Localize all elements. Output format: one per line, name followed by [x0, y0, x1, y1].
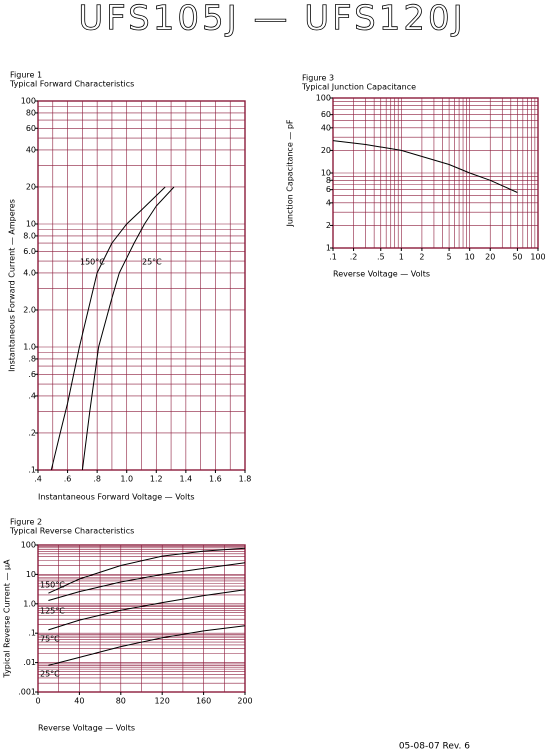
y-tick-label: 1 [326, 244, 331, 253]
y-tick-label: .4 [28, 391, 36, 400]
figure-subtitle: Typical Reverse Characteristics [9, 527, 134, 536]
y-axis-label: Junction Capacitance — pF [286, 119, 295, 227]
y-tick-label: 60 [26, 124, 36, 133]
plot-frame [37, 544, 246, 693]
x-tick-label: 40 [74, 697, 84, 706]
curve [48, 547, 246, 594]
figure-subtitle: Typical Junction Capacitance [301, 83, 416, 92]
x-axis-label: Reverse Voltage — Volts [38, 724, 135, 733]
y-tick-label: .8 [28, 354, 36, 363]
x-tick-label: .6 [64, 475, 72, 484]
x-tick-label: 120 [155, 697, 170, 706]
y-tick-label: 80 [26, 108, 36, 117]
x-tick-label: .2 [350, 253, 358, 262]
x-tick-label: 200 [237, 697, 252, 706]
x-tick-label: 1.4 [179, 475, 192, 484]
y-tick-label: .001 [18, 688, 36, 697]
x-tick-label: 5 [447, 253, 452, 262]
y-tick-label: 100 [316, 94, 331, 103]
y-tick-label: 2 [326, 221, 331, 230]
figure-title: Figure 1 [10, 71, 42, 80]
y-tick-label: 10 [321, 169, 331, 178]
x-tick-label: 20 [485, 253, 495, 262]
y-tick-label: 6 [326, 185, 331, 194]
x-tick-label: 1.8 [239, 475, 252, 484]
curve-label: 150°C [80, 258, 105, 267]
curve [48, 625, 246, 666]
x-tick-label: 50 [512, 253, 522, 262]
x-axis-label: Instantaneous Forward Voltage — Volts [38, 493, 195, 502]
y-tick-label: 1.0 [23, 343, 36, 352]
y-axis-label: Instantaneous Forward Current — Amperes [8, 199, 17, 372]
y-tick-label: 10 [26, 570, 36, 579]
y-tick-label: .01 [23, 658, 36, 667]
plot-frame [37, 100, 246, 471]
y-tick-label: 6.0 [23, 247, 36, 256]
curve-label: 25°C [142, 258, 162, 267]
y-tick-label: 8 [326, 176, 331, 185]
x-tick-label: 10 [465, 253, 475, 262]
x-tick-label: 1 [399, 253, 404, 262]
y-tick-label: .2 [28, 428, 36, 437]
y-axis-label: Typical Reverse Current — μA [3, 559, 12, 679]
x-tick-label: .1 [329, 253, 337, 262]
x-tick-label: 2 [419, 253, 424, 262]
curve [48, 562, 246, 601]
y-tick-label: 20 [26, 182, 36, 191]
x-axis-label: Reverse Voltage — Volts [333, 270, 430, 279]
x-tick-label: 1.0 [120, 475, 133, 484]
figure-subtitle: Typical Forward Characteristics [9, 80, 134, 89]
x-tick-label: 1.2 [150, 475, 163, 484]
x-tick-label: .8 [93, 475, 101, 484]
y-tick-label: 40 [26, 145, 36, 154]
y-tick-label: 20 [321, 146, 331, 155]
curve [81, 186, 175, 471]
x-tick-label: .5 [377, 253, 385, 262]
revision: 05-08-07 Rev. 6 [399, 742, 470, 752]
curve [48, 589, 246, 631]
y-tick-label: 100 [21, 541, 36, 550]
y-tick-label: 100 [21, 97, 36, 106]
curve-label: 150°C [40, 581, 65, 590]
y-tick-label: 8.0 [23, 231, 36, 240]
y-tick-label: 1.0 [23, 599, 36, 608]
page-title: UFS105J — UFS120J [78, 0, 465, 39]
y-tick-label: .6 [28, 370, 36, 379]
y-tick-label: 40 [321, 123, 331, 132]
x-tick-label: 1.6 [209, 475, 222, 484]
y-tick-label: 4.0 [23, 268, 36, 277]
y-tick-label: .1 [28, 629, 36, 638]
x-tick-label: 100 [530, 253, 545, 262]
y-tick-label: .1 [28, 466, 36, 475]
curve [332, 140, 518, 193]
curve-label: 75°C [40, 635, 60, 644]
y-tick-label: 60 [321, 110, 331, 119]
curve [50, 186, 166, 471]
x-tick-label: .4 [34, 475, 42, 484]
x-tick-label: 80 [116, 697, 126, 706]
x-tick-label: 0 [35, 697, 40, 706]
curve-label: 25°C [40, 670, 60, 679]
y-tick-label: 4 [326, 198, 331, 207]
figure-title: Figure 2 [10, 518, 42, 527]
y-tick-label: 2.0 [23, 305, 36, 314]
figure-title: Figure 3 [302, 74, 334, 83]
curve-label: 125°C [40, 607, 65, 616]
y-tick-label: 10 [26, 220, 36, 229]
x-tick-label: 160 [196, 697, 211, 706]
